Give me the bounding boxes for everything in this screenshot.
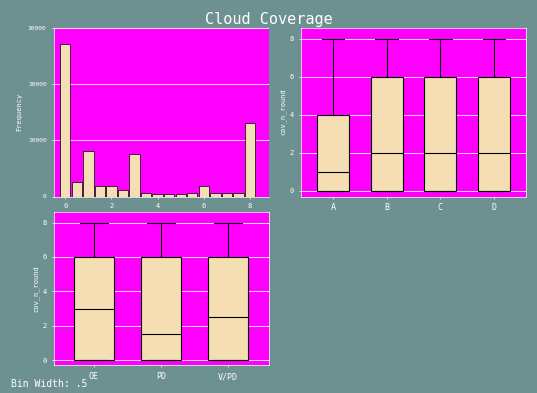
Text: Bin Width: .5: Bin Width: .5 (11, 379, 87, 389)
Text: Cloud Coverage: Cloud Coverage (205, 12, 332, 27)
Bar (141, 257, 182, 360)
Bar (106, 186, 117, 196)
Bar (210, 193, 221, 196)
Bar (371, 77, 403, 191)
Y-axis label: Frequency: Frequency (17, 93, 23, 131)
Bar (208, 257, 248, 360)
Bar (83, 151, 93, 196)
Bar (74, 257, 114, 360)
Bar (199, 186, 209, 196)
Y-axis label: cov_n_round: cov_n_round (33, 266, 40, 312)
Bar (424, 77, 456, 191)
Bar (245, 123, 255, 196)
Bar (141, 193, 151, 196)
X-axis label: cov_n_round: cov_n_round (137, 215, 185, 222)
Bar (95, 186, 105, 196)
Bar (164, 194, 175, 196)
Bar (222, 193, 232, 196)
Bar (233, 193, 244, 196)
Bar (187, 193, 198, 196)
Y-axis label: cov_n_round: cov_n_round (280, 89, 287, 135)
Bar (129, 154, 140, 196)
Bar (176, 194, 186, 196)
Bar (153, 194, 163, 196)
Bar (60, 44, 70, 196)
Bar (478, 77, 510, 191)
Bar (118, 190, 128, 196)
Bar (71, 182, 82, 196)
Bar (317, 115, 349, 191)
